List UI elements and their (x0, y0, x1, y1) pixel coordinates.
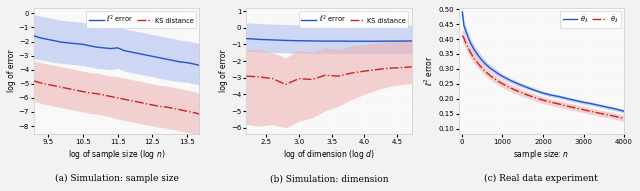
Legend: $\ell^2$ error, KS distance: $\ell^2$ error, KS distance (298, 11, 408, 28)
Y-axis label: log of error: log of error (7, 50, 16, 92)
Legend: $\ell^2$ error, KS distance: $\ell^2$ error, KS distance (86, 11, 196, 28)
X-axis label: log of sample size (log $n$): log of sample size (log $n$) (68, 148, 165, 161)
X-axis label: log of dimension (log $d$): log of dimension (log $d$) (283, 148, 375, 161)
Text: (a) Simulation: sample size: (a) Simulation: sample size (55, 174, 179, 183)
Text: (c) Real data experiment: (c) Real data experiment (484, 174, 598, 183)
Y-axis label: $\ell^2$ error: $\ell^2$ error (423, 56, 435, 87)
Text: (b) Simulation: dimension: (b) Simulation: dimension (269, 174, 388, 183)
Legend: $\widetilde{\theta}_\lambda$, $\widetilde{\theta}_\lambda$: $\widetilde{\theta}_\lambda$, $\widetild… (560, 11, 621, 28)
X-axis label: sample size: $n$: sample size: $n$ (513, 148, 570, 161)
Y-axis label: log of error: log of error (220, 50, 228, 92)
